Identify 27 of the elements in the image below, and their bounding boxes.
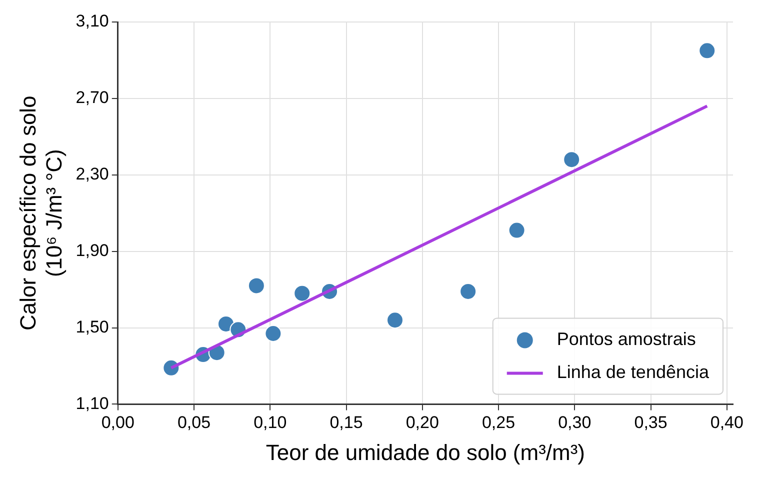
x-tick-label: 0,20 xyxy=(406,413,439,432)
point xyxy=(563,151,580,168)
point xyxy=(698,42,716,60)
y-tick-label: 1,10 xyxy=(76,394,109,413)
x-tick-label: 0,10 xyxy=(254,413,287,432)
y-axis-title: Calor específico do solo (10⁶ J/m³ °C) xyxy=(15,96,67,330)
y-tick-label: 1,50 xyxy=(76,317,109,336)
point xyxy=(248,277,265,294)
legend-label: Linha de tendência xyxy=(556,362,710,382)
y-tick-label: 1,90 xyxy=(76,241,109,260)
y-tick-label: 2,70 xyxy=(76,88,109,108)
x-tick-label: 0,35 xyxy=(634,413,668,432)
y-tick-label: 3,10 xyxy=(76,12,109,31)
point xyxy=(264,324,282,342)
point xyxy=(294,284,311,302)
y-tick-label: 2,30 xyxy=(76,164,109,184)
x-tick-label: 0,30 xyxy=(558,413,592,432)
x-tick-label: 0,05 xyxy=(177,413,211,432)
point xyxy=(508,222,526,239)
x-tick-label: 0,00 xyxy=(101,413,134,432)
x-tick-label: 0,40 xyxy=(710,413,744,432)
x-tick-label: 0,25 xyxy=(482,413,516,432)
legend-label: Pontos amostrais xyxy=(556,329,696,350)
x-axis-title: Teor de umidade do solo (m³/m³) xyxy=(266,440,586,465)
x-tick-label: 0,15 xyxy=(330,413,363,432)
point xyxy=(460,282,477,300)
point xyxy=(386,312,404,329)
